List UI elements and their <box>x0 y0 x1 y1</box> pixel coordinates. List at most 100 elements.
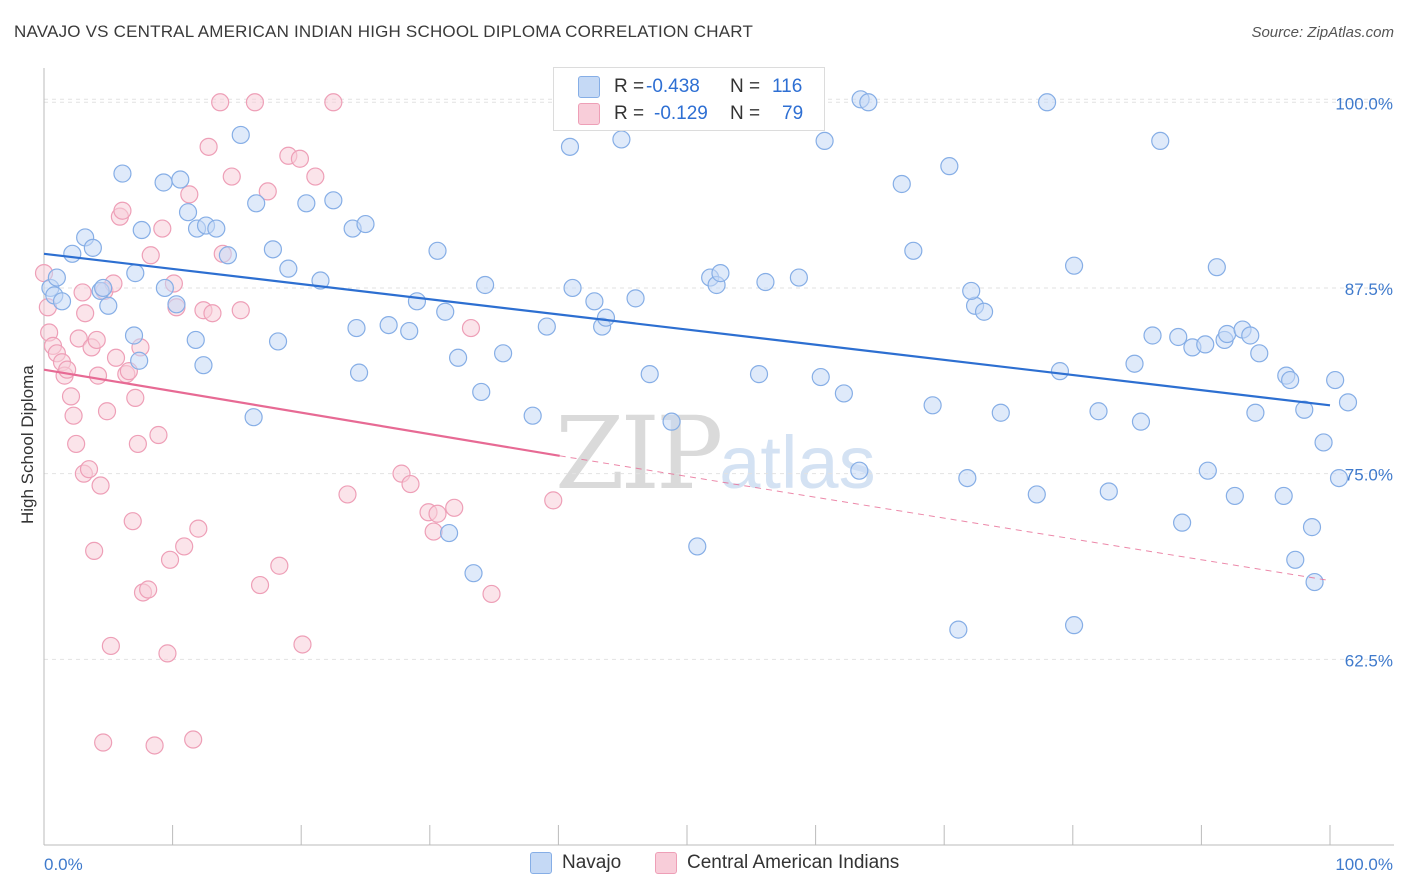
cai-point-42 <box>160 550 180 569</box>
navajo-point-42 <box>428 241 447 260</box>
cai-r-label: R = <box>614 103 645 124</box>
cai-point-26 <box>106 348 126 367</box>
cai-point-45 <box>175 537 194 556</box>
navajo-point-32 <box>297 194 316 213</box>
navajo-n-label: N = <box>730 76 761 97</box>
cai-point-62 <box>293 635 312 654</box>
navajo-point-96 <box>1173 513 1192 532</box>
x-tick-label-0: 0.0% <box>44 855 83 874</box>
cai-r-value: -0.129 <box>654 103 708 124</box>
navajo-point-71 <box>834 384 853 403</box>
navajo-point-69 <box>811 367 830 387</box>
cai-point-40 <box>153 219 172 238</box>
navajo-point-73 <box>859 93 878 112</box>
cai-point-61 <box>290 149 310 168</box>
navajo-point-75 <box>892 174 911 194</box>
navajo-r-value: -0.438 <box>646 76 700 97</box>
navajo-point-29 <box>268 332 288 351</box>
cai-point-67 <box>401 474 420 494</box>
navajo-point-56 <box>596 308 616 327</box>
navajo-point-23 <box>186 330 205 350</box>
navajo-point-99 <box>1196 335 1215 354</box>
cai-point-32 <box>126 388 145 407</box>
y-tick-label-2: 87.5% <box>1345 280 1393 299</box>
cai-point-54 <box>222 167 241 186</box>
cai-n-value: 79 <box>782 103 804 124</box>
navajo-point-78 <box>940 157 959 176</box>
cai-point-37 <box>141 246 160 265</box>
navajo-point-111 <box>1281 370 1300 390</box>
x-tick-label-1: 100.0% <box>1335 855 1393 874</box>
navajo-point-6 <box>83 238 102 257</box>
navajo-point-81 <box>974 302 994 321</box>
cai-point-24 <box>101 636 120 656</box>
cai-point-15 <box>79 460 99 479</box>
cai-point-11 <box>69 329 88 348</box>
navajo-point-90 <box>1089 402 1108 421</box>
y-tick-label-3: 100.0% <box>1335 94 1393 113</box>
navajo-point-91 <box>1099 482 1118 501</box>
navajo-point-106 <box>1241 326 1260 345</box>
navajo-legend-swatch <box>530 852 552 874</box>
cai-legend-label: Central American Indians <box>687 852 900 873</box>
stats-legend: R = -0.438 N = 116 R = -0.129 N = 79 <box>553 67 825 131</box>
zipatlas-watermark: ZIPatlas <box>555 395 876 512</box>
navajo-point-88 <box>1064 616 1084 635</box>
cai-point-69 <box>424 522 443 541</box>
axes <box>43 68 1394 846</box>
navajo-point-66 <box>756 272 775 292</box>
navajo-point-104 <box>1225 486 1244 506</box>
navajo-n-value: 116 <box>772 76 803 97</box>
navajo-points <box>41 90 1358 639</box>
cai-point-71 <box>445 498 464 517</box>
watermark-atlas: atlas <box>719 421 876 504</box>
cai-point-19 <box>88 366 108 385</box>
navajo-point-109 <box>1274 486 1293 506</box>
navajo-point-57 <box>612 130 631 149</box>
cai-point-9 <box>64 406 83 425</box>
navajo-point-53 <box>563 278 582 298</box>
cai-point-41 <box>158 644 177 663</box>
cai-point-50 <box>199 137 218 156</box>
trend-lines <box>43 252 1331 582</box>
cai-point-64 <box>324 93 343 112</box>
navajo-point-37 <box>347 318 366 338</box>
navajo-point-10 <box>113 164 132 183</box>
navajo-point-58 <box>626 289 645 308</box>
navajo-point-107 <box>1250 344 1269 363</box>
navajo-point-40 <box>400 321 419 341</box>
navajo-point-76 <box>904 241 923 260</box>
navajo-point-94 <box>1143 326 1162 345</box>
navajo-point-117 <box>1326 370 1345 390</box>
navajo-point-43 <box>436 302 455 321</box>
navajo-point-83 <box>958 468 977 488</box>
cai-swatch <box>578 103 600 125</box>
legend-row-cai: R = -0.129 N = 79 <box>578 101 803 127</box>
cai-point-63 <box>306 167 325 186</box>
cai-points <box>34 93 563 755</box>
navajo-point-114 <box>1302 518 1322 537</box>
navajo-point-8 <box>99 296 118 315</box>
navajo-point-41 <box>407 292 427 311</box>
cai-point-23 <box>97 402 117 421</box>
navajo-point-36 <box>356 214 375 234</box>
navajo-point-27 <box>247 194 266 213</box>
navajo-point-13 <box>130 351 149 370</box>
cai-point-52 <box>211 93 230 112</box>
cai-point-20 <box>91 476 110 495</box>
navajo-point-115 <box>1305 572 1324 592</box>
cai-point-57 <box>250 575 270 595</box>
navajo-point-74 <box>850 461 869 480</box>
cai-point-33 <box>128 434 147 454</box>
navajo-trend-line <box>43 252 1331 407</box>
navajo-point-92 <box>1125 354 1144 373</box>
navajo-point-46 <box>464 564 483 583</box>
navajo-point-97 <box>1169 327 1188 347</box>
navajo-point-77 <box>923 396 942 415</box>
navajo-point-89 <box>1064 256 1084 275</box>
cai-point-8 <box>61 387 81 406</box>
navajo-point-16 <box>171 170 190 189</box>
chart-title: NAVAJO VS CENTRAL AMERICAN INDIAN HIGH S… <box>14 22 754 41</box>
cai-point-38 <box>145 736 164 755</box>
tick-labels: 62.5% 75.0% 87.5% 100.0% 0.0% 100.0% <box>44 94 1393 874</box>
